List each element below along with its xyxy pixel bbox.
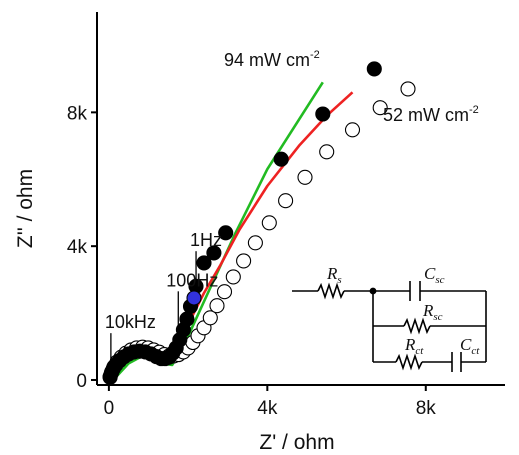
point-series0-27	[366, 61, 382, 77]
annotation-0: 1Hz	[190, 230, 222, 250]
fit-lines	[113, 81, 354, 380]
annotation-2: 10kHz	[105, 312, 156, 332]
circuit-labels: Rs Csc Rsc Rct Cct	[326, 264, 480, 357]
point-series0-19	[179, 311, 195, 327]
annotation-1: 100Hz	[166, 270, 218, 290]
label-rsc: Rsc	[422, 301, 443, 323]
label-rs: Rs	[326, 264, 342, 286]
axes	[96, 12, 505, 386]
point-series0-23	[206, 245, 222, 261]
label-rct: Rct	[404, 335, 424, 357]
point-series0-24	[218, 225, 234, 241]
point-series1-21	[202, 310, 218, 326]
point-series0-26	[315, 106, 331, 122]
y-tick-label-2: 8k	[67, 103, 88, 124]
label-cct: Cct	[460, 335, 480, 357]
tick-group: 0 4k 8k 0 4k 8k	[67, 103, 436, 419]
resistor-rct	[395, 353, 423, 371]
equivalent-circuit	[292, 281, 487, 372]
point-series1-23	[216, 284, 233, 300]
series-label-52: 52 mW cm-2	[383, 104, 479, 125]
point-series1-32	[372, 100, 388, 116]
point-series2-0	[186, 290, 202, 306]
series-label-94: 94 mW cm-2	[224, 49, 320, 70]
point-series0-22	[196, 255, 212, 271]
point-series1-27	[261, 215, 277, 231]
resistor-rs	[317, 282, 345, 300]
point-series1-31	[344, 122, 361, 138]
x-axis-title: Z' / ohm	[259, 431, 334, 454]
x-tick-label-0: 0	[104, 398, 115, 419]
point-series1-30	[319, 144, 335, 160]
y-axis-title: Z'' / ohm	[14, 169, 37, 248]
point-series1-28	[278, 193, 294, 209]
frequency-annotations: 1Hz 100Hz 10kHz	[105, 230, 222, 332]
point-series1-29	[297, 169, 313, 185]
x-tick-label-2: 8k	[416, 398, 437, 419]
point-series0-25	[273, 151, 289, 167]
data-points	[102, 61, 416, 385]
point-series1-22	[209, 298, 225, 314]
y-tick-label-1: 4k	[67, 237, 88, 258]
point-series1-25	[236, 253, 252, 269]
point-series1-24	[225, 269, 241, 285]
point-series1-26	[247, 235, 263, 251]
label-csc: Csc	[424, 264, 445, 286]
y-tick-label-0: 0	[76, 371, 87, 392]
point-series1-33	[400, 81, 416, 97]
x-tick-label-1: 4k	[257, 398, 278, 419]
resistor-rsc	[403, 317, 431, 335]
